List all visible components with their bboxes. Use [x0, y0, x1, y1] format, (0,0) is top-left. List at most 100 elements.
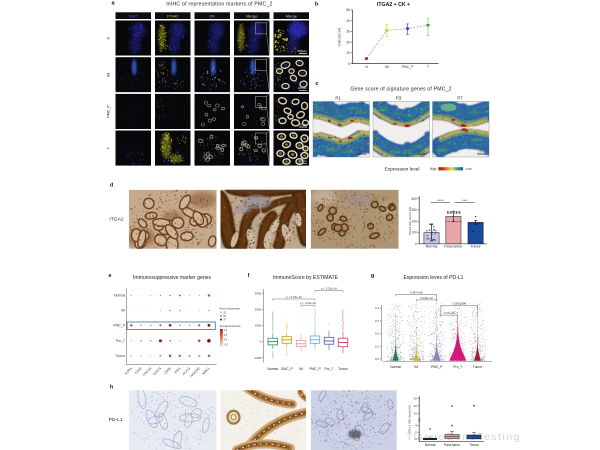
- svg-text:Tumor: Tumor: [473, 365, 483, 369]
- svg-text:Expression leves of PD-L1: Expression leves of PD-L1: [403, 275, 463, 281]
- svg-text:HLA-G: HLA-G: [181, 366, 191, 376]
- svg-text:Merge: Merge: [286, 13, 298, 18]
- svg-text:ITGA2 + CK +: ITGA2 + CK +: [377, 2, 410, 8]
- svg-text:0: 0: [415, 242, 417, 246]
- svg-text:Percent Expressed: Percent Expressed: [220, 307, 241, 310]
- svg-text:P1: P1: [335, 96, 341, 101]
- svg-text:Pro_T: Pro_T: [453, 365, 462, 369]
- svg-text:10: 10: [346, 51, 350, 55]
- svg-text:0.4: 0.4: [375, 306, 380, 310]
- svg-text:0: 0: [260, 340, 262, 344]
- svg-text:Tumor: Tumor: [338, 367, 348, 371]
- svg-text:30: 30: [346, 30, 350, 34]
- svg-text:IL2RA: IL2RA: [124, 366, 134, 376]
- svg-text:0.1: 0.1: [375, 344, 380, 348]
- svg-text:Normal: Normal: [390, 365, 401, 369]
- svg-text:100: 100: [411, 231, 417, 235]
- svg-text:Expression level: Expression level: [385, 166, 420, 172]
- svg-text:50: 50: [223, 316, 226, 318]
- svg-text:IM: IM: [121, 309, 125, 313]
- svg-text:p < 2.22e-16: p < 2.22e-16: [286, 295, 302, 299]
- svg-text:Merge: Merge: [246, 13, 258, 18]
- svg-text:200 μm: 200 μm: [419, 152, 427, 154]
- svg-text:PD-L1: PD-L1: [109, 417, 123, 423]
- svg-text:T: T: [427, 65, 429, 69]
- svg-text:3000: 3000: [255, 291, 262, 295]
- svg-text:PMC_P: PMC_P: [402, 65, 414, 69]
- svg-text:T: T: [107, 146, 111, 149]
- svg-text:4: 4: [415, 424, 417, 428]
- svg-text:Normal: Normal: [426, 245, 438, 249]
- svg-text:75: 75: [223, 320, 226, 322]
- svg-text:50: 50: [346, 8, 350, 12]
- svg-text:400: 400: [411, 197, 417, 201]
- svg-text:3.043e-13: 3.043e-13: [420, 296, 433, 300]
- svg-text:ITGA2: ITGA2: [109, 217, 123, 223]
- svg-text:PMC_P: PMC_P: [107, 105, 111, 118]
- svg-text:20: 20: [346, 40, 350, 44]
- svg-text:CD86: CD86: [163, 366, 172, 375]
- svg-text:MRC1: MRC1: [201, 366, 210, 375]
- svg-text:40: 40: [346, 19, 350, 23]
- svg-text:IDO1: IDO1: [173, 366, 181, 374]
- svg-text:CD33: CD33: [134, 366, 143, 375]
- svg-text:2000: 2000: [255, 307, 262, 311]
- svg-text:CD274: CD274: [152, 366, 162, 376]
- svg-text:200: 200: [411, 219, 417, 223]
- svg-text:c: c: [315, 81, 318, 87]
- svg-text:e: e: [108, 273, 111, 279]
- svg-text:300: 300: [411, 208, 417, 212]
- svg-text:Para-tumor: Para-tumor: [444, 443, 461, 447]
- svg-text:IM: IM: [414, 365, 418, 369]
- svg-text:25: 25: [413, 397, 417, 401]
- svg-text:PMC_P: PMC_P: [431, 365, 443, 369]
- svg-text:Immunosuppressive marker genes: Immunosuppressive marker genes: [133, 275, 212, 281]
- svg-text:IM: IM: [299, 367, 303, 371]
- svg-text:N: N: [365, 65, 368, 69]
- svg-text:d: d: [110, 182, 113, 188]
- svg-text:0.0: 0.0: [375, 357, 380, 361]
- svg-text:PMC_P: PMC_P: [113, 324, 125, 328]
- svg-text:p < 2.22e-16: p < 2.22e-16: [300, 301, 316, 305]
- svg-text:Para-tumor: Para-tumor: [444, 245, 463, 249]
- svg-text:50μm: 50μm: [299, 159, 307, 163]
- svg-text:0: 0: [415, 437, 417, 441]
- svg-text:0.2: 0.2: [375, 332, 380, 336]
- svg-text:***: ***: [462, 198, 467, 203]
- svg-text:-1000: -1000: [254, 356, 262, 360]
- svg-text:0.0001408: 0.0001408: [453, 302, 467, 306]
- svg-text:PDCD1: PDCD1: [142, 366, 153, 377]
- svg-text:****: ****: [437, 198, 444, 203]
- svg-text:mIHC of representation markers: mIHC of representation markers of PMC_2: [166, 1, 272, 7]
- svg-text:PMC_P: PMC_P: [309, 367, 321, 371]
- svg-text:2: 2: [415, 430, 417, 434]
- svg-text:Normal: Normal: [267, 367, 278, 371]
- svg-text:-0.5: -0.5: [224, 344, 229, 346]
- svg-text:0.3: 0.3: [375, 319, 380, 323]
- svg-text:N: N: [107, 36, 111, 39]
- svg-text:ITGA2 IHC Score (%): ITGA2 IHC Score (%): [408, 207, 412, 236]
- svg-text:P3: P3: [396, 96, 402, 101]
- svg-text:15: 15: [413, 411, 417, 415]
- svg-text:0.0: 0.0: [224, 340, 228, 342]
- svg-text:Pro_T: Pro_T: [116, 339, 125, 343]
- svg-text:200 μm: 200 μm: [359, 152, 367, 154]
- svg-text:Normal: Normal: [425, 443, 436, 447]
- svg-text:200μm: 200μm: [298, 49, 308, 53]
- svg-text:p < 2.22e-16: p < 2.22e-16: [321, 287, 337, 291]
- svg-text:PD-L1 IHC Score (%): PD-L1 IHC Score (%): [408, 405, 412, 433]
- svg-text:IM: IM: [107, 73, 111, 77]
- svg-text:1000: 1000: [255, 324, 262, 328]
- svg-text:50μm: 50μm: [299, 123, 307, 127]
- svg-text:Average Expression: Average Expression: [220, 325, 242, 328]
- svg-text:200μm: 200μm: [298, 86, 308, 90]
- svg-text:h: h: [110, 385, 114, 391]
- svg-text:P7: P7: [457, 96, 463, 101]
- svg-text:Tumor: Tumor: [470, 245, 481, 249]
- svg-text:Tumor: Tumor: [115, 354, 126, 358]
- svg-text:HAVCR2: HAVCR2: [189, 366, 201, 378]
- svg-text:b: b: [315, 2, 319, 8]
- svg-text:High: High: [430, 167, 437, 171]
- svg-text:ImmuneScore by ESTIMATE: ImmuneScore by ESTIMATE: [273, 275, 339, 281]
- svg-text:3.457e-08: 3.457e-08: [410, 291, 423, 295]
